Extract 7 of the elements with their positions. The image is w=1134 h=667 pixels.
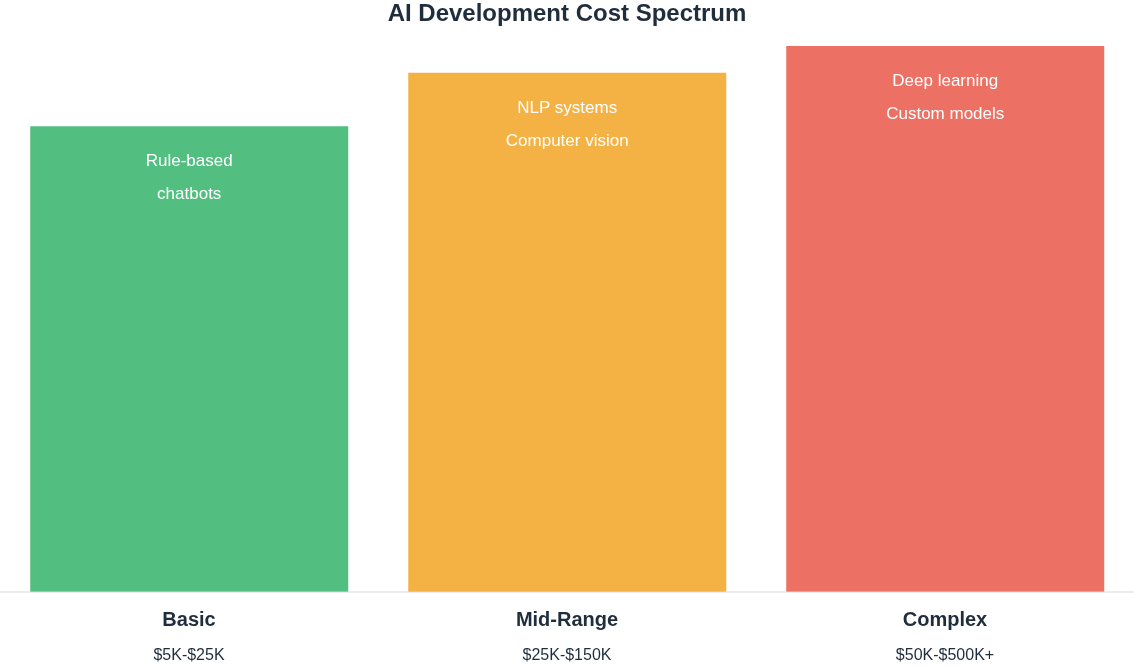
annotation: Deep learning Custom models [886, 71, 1005, 123]
annotation: NLP systems Computer vision [505, 97, 629, 150]
x-tick-label: Basic $5K-$25K [153, 608, 225, 663]
x-tick-label: Mid-Range $25K-$150K [515, 608, 619, 663]
x-tick-label: Complex $50K-$500K+ [895, 608, 995, 663]
chart-title: AI Development Cost Spectrum [386, 0, 748, 26]
annotation: Rule-based chatbots [145, 151, 233, 204]
